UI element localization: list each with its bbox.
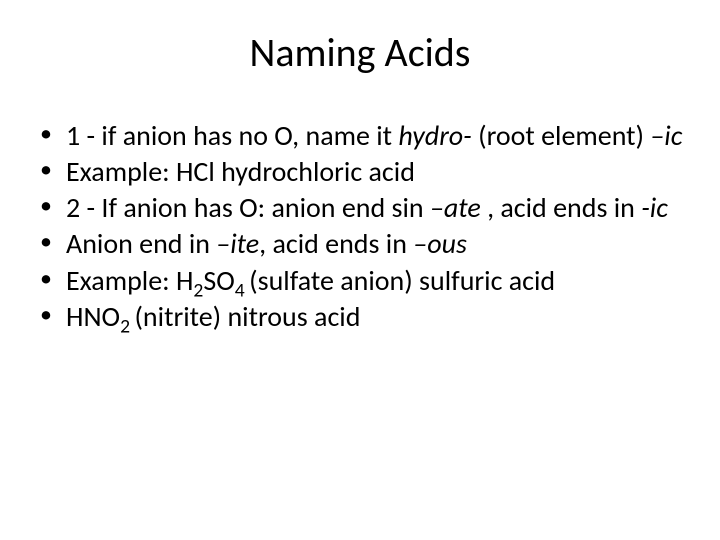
slide-title: Naming Acids <box>30 28 690 77</box>
bullet-text-part: (sulfate anion) sulfuric acid <box>249 263 555 298</box>
bullet-item: 1 - if anion has no O, name it hydro- (r… <box>38 119 690 153</box>
bullet-item: Anion end in –ite, acid ends in –ous <box>38 227 690 261</box>
bullet-text-part: hydro- <box>398 118 478 153</box>
bullet-text-part: –ic <box>650 118 682 153</box>
bullet-text-part: (nitrite) nitrous acid <box>134 299 360 334</box>
bullet-text-part: 1 - if anion has no O, name it <box>66 118 398 153</box>
bullet-text-part: , acid ends in <box>259 226 413 261</box>
bullet-text-part: (root element) <box>478 118 650 153</box>
bullet-item: 2 - If anion has O: anion end sin –ate ,… <box>38 191 690 225</box>
bullet-text-part: –ate <box>430 190 487 225</box>
bullet-text-part: 2 - If anion has O: anion end sin <box>66 190 430 225</box>
bullet-text-part: Example: H <box>66 263 193 298</box>
slide: Naming Acids 1 - if anion has no O, name… <box>0 0 720 540</box>
bullet-text-part: Example: HCl hydrochloric acid <box>66 154 415 189</box>
bullet-text-part: –ous <box>413 226 467 261</box>
bullet-item: HNO2 (nitrite) nitrous acid <box>38 300 690 334</box>
bullet-text-part: , acid ends in <box>487 190 641 225</box>
bullet-text-part: Anion end in <box>66 226 216 261</box>
bullet-text-part: -ic <box>641 190 668 225</box>
bullet-text-part: HNO <box>66 299 120 334</box>
bullet-list: 1 - if anion has no O, name it hydro- (r… <box>30 119 690 334</box>
bullet-item: Example: H2SO4 (sulfate anion) sulfuric … <box>38 264 690 298</box>
bullet-item: Example: HCl hydrochloric acid <box>38 155 690 189</box>
bullet-text-part: –ite <box>216 226 259 261</box>
bullet-text-part: SO <box>203 263 234 298</box>
bullet-text-part: 2 <box>120 314 134 338</box>
